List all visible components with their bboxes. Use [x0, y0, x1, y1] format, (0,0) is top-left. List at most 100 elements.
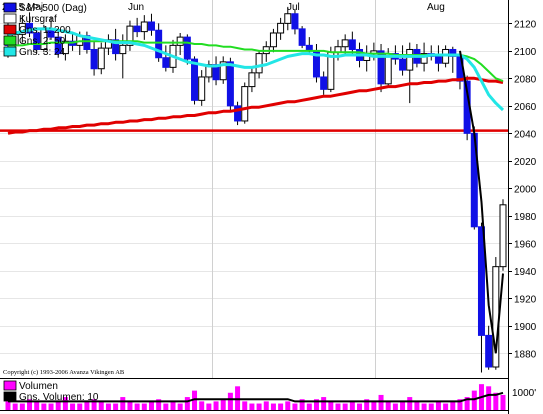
volume-bar-22: [163, 403, 169, 410]
candle-body-25: [183, 36, 191, 60]
candle-body-20: [147, 21, 155, 31]
volume-bar-8: [62, 397, 68, 410]
month-label-aug: Aug: [427, 2, 445, 13]
candle-body-21: [155, 29, 163, 59]
candle-body-22: [162, 57, 170, 68]
volume-bar-53: [385, 401, 391, 410]
volume-legend-label-0: Volumen: [19, 381, 58, 392]
volume-bar-43: [313, 399, 319, 410]
volume-bar-69: [500, 394, 506, 410]
x-axis: 2015 Maj Jun Jul Aug: [2, 2, 445, 13]
candle-body-55: [399, 58, 407, 71]
volume-bar-41: [299, 399, 305, 410]
legend-swatch-1: [3, 13, 17, 24]
volume-panel: [0, 384, 508, 411]
y-tick-label-2120: 2120: [514, 19, 537, 30]
candle-body-37: [269, 32, 277, 48]
volume-bar-23: [170, 401, 176, 410]
volume-bar-59: [428, 403, 434, 410]
volume-bar-26: [192, 390, 198, 410]
volume-bar-32: [235, 386, 241, 410]
volume-bar-52: [378, 394, 384, 410]
candle-body-26: [191, 58, 199, 101]
volume-bar-27: [199, 401, 205, 410]
volume-bar-13: [98, 401, 104, 410]
volume-bar-40: [292, 403, 298, 410]
volume-bar-7: [55, 401, 61, 410]
y-tick-label-1880: 1880: [514, 349, 537, 360]
volume-bar-11: [84, 401, 90, 410]
volume-bar-1: [12, 403, 18, 410]
volume-legend-swatch-1: [3, 391, 17, 402]
candle-body-67: [485, 334, 493, 368]
volume-bar-64: [464, 397, 470, 410]
volume-bar-54: [392, 403, 398, 410]
candle-body-32: [234, 105, 242, 122]
ma200-line: [7, 76, 504, 135]
candle-body-18: [133, 25, 141, 33]
volume-bar-16: [120, 397, 126, 410]
volume-bar-21: [156, 399, 162, 410]
y-tick-label-1900: 1900: [514, 322, 537, 333]
volume-bar-37: [270, 403, 276, 410]
volume-bar-2: [19, 403, 25, 410]
candle-body-52: [377, 50, 385, 85]
volume-bar-34: [249, 403, 255, 410]
candle-body-27: [198, 76, 206, 101]
y-tick-label-1920: 1920: [514, 294, 537, 305]
y-tick-label-2060: 2060: [514, 102, 537, 113]
candle-body-31: [226, 61, 234, 107]
volume-bar-61: [443, 403, 449, 410]
candle-body-19: [140, 21, 148, 33]
candle-body-12: [90, 48, 98, 70]
volume-bar-19: [141, 403, 147, 410]
candle-body-17: [126, 25, 134, 46]
volume-bar-29: [213, 401, 219, 410]
volume-bar-35: [256, 403, 262, 410]
volume-bar-4: [34, 401, 40, 410]
volume-bar-55: [400, 401, 406, 410]
candle-body-16: [119, 44, 127, 55]
candle-body-60: [434, 55, 442, 64]
volume-bar-39: [285, 401, 291, 410]
candle-body-44: [320, 76, 328, 90]
legend-label-2: Gns. 1: 200: [19, 25, 71, 36]
candle-body-56: [406, 48, 414, 71]
volume-bar-5: [41, 403, 47, 410]
candle-body-2: [18, 22, 26, 35]
volume-bar-48: [349, 401, 355, 410]
volume-bar-58: [421, 403, 427, 410]
month-label-jul: Jul: [287, 2, 300, 13]
volume-bar-45: [328, 401, 334, 410]
y-tick-label-1960: 1960: [514, 239, 537, 250]
volume-bar-6: [48, 403, 54, 410]
volume-bar-62: [450, 401, 456, 410]
volume-bar-56: [407, 397, 413, 410]
volume-bar-28: [206, 403, 212, 410]
volume-bar-15: [113, 403, 119, 410]
candle-body-48: [348, 39, 356, 50]
legend-swatch-3: [3, 35, 17, 46]
y-tick-label-2020: 2020: [514, 157, 537, 168]
y-tick-label-2080: 2080: [514, 74, 537, 85]
period-label: 2015 Maj: [2, 2, 43, 13]
candle-body-69: [499, 204, 507, 268]
volume-bar-12: [91, 399, 97, 410]
volume-bar-24: [177, 403, 183, 410]
candle-body-38: [277, 22, 285, 34]
y-tick-label-1940: 1940: [514, 267, 537, 278]
candle-body-33: [241, 86, 249, 122]
volume-bar-33: [242, 401, 248, 410]
candle-body-8: [61, 40, 69, 55]
volume-bar-17: [127, 401, 133, 410]
volume-bar-10: [77, 403, 83, 410]
volume-bar-49: [357, 403, 363, 410]
candle-body-47: [341, 39, 349, 48]
volume-bar-31: [227, 392, 233, 410]
volume-bar-18: [134, 403, 140, 410]
y-tick-label-2040: 2040: [514, 129, 537, 140]
legend-label-3: Gns. 2: 50: [19, 36, 66, 47]
volume-bar-57: [414, 401, 420, 410]
volume-bar-0: [5, 401, 11, 410]
